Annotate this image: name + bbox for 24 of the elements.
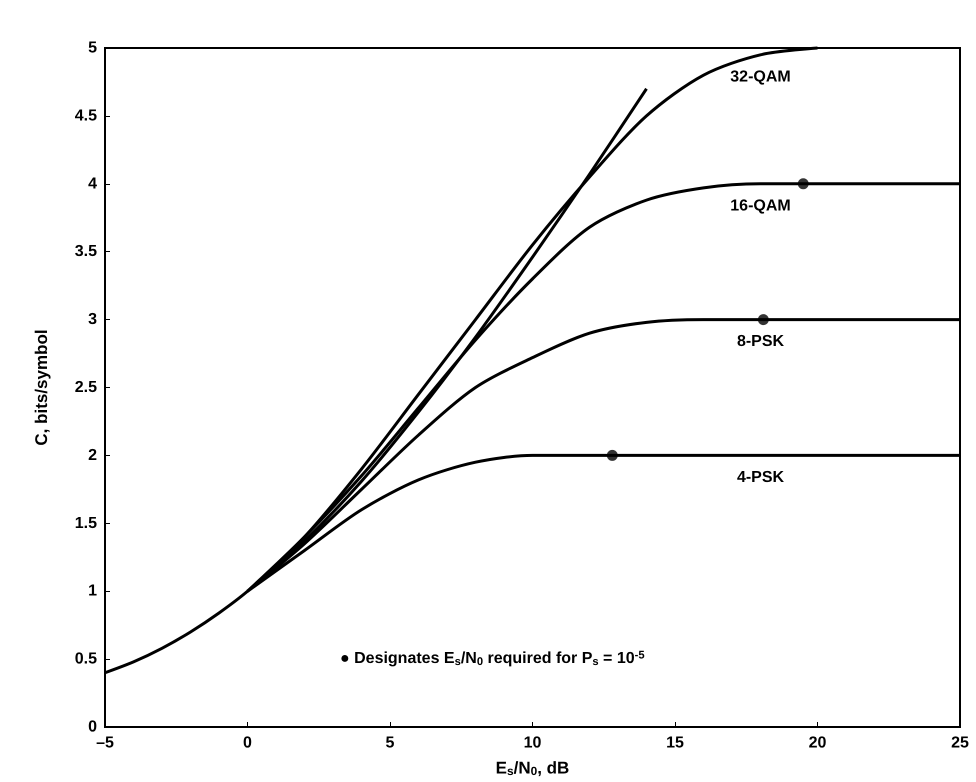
series-label: 8-PSK: [736, 333, 785, 350]
x-axis-title: Es/N0, dB: [496, 758, 570, 778]
y-tick-label: 1.5: [74, 514, 98, 532]
y-tick-label: 4.5: [74, 107, 98, 124]
y-tick-label: 4: [88, 175, 98, 192]
x-tick-label: 0: [243, 734, 252, 752]
series-label: 4-PSK: [736, 468, 785, 486]
y-tick-label: 3: [88, 311, 98, 328]
x-tick-label: –5: [96, 734, 114, 752]
y-axis-title: C, bits/symbol: [32, 329, 51, 446]
x-tick-label: 10: [524, 734, 542, 752]
x-tick-label: 15: [666, 734, 684, 752]
series-label: 16-QAM: [730, 197, 791, 214]
x-tick-label: 25: [951, 734, 969, 752]
series-label: 32-QAM: [730, 68, 791, 86]
y-tick-label: 0: [88, 718, 98, 736]
y-tick-label: 5: [88, 40, 98, 56]
x-tick-label: 5: [386, 734, 395, 752]
y-tick-label: 2: [88, 446, 98, 464]
y-tick-label: 2.5: [74, 379, 98, 396]
y-tick-label: 3.5: [74, 243, 98, 260]
y-tick-label: 1: [88, 582, 98, 600]
x-tick-label: 20: [808, 734, 826, 752]
y-tick-label: 0.5: [74, 650, 98, 668]
